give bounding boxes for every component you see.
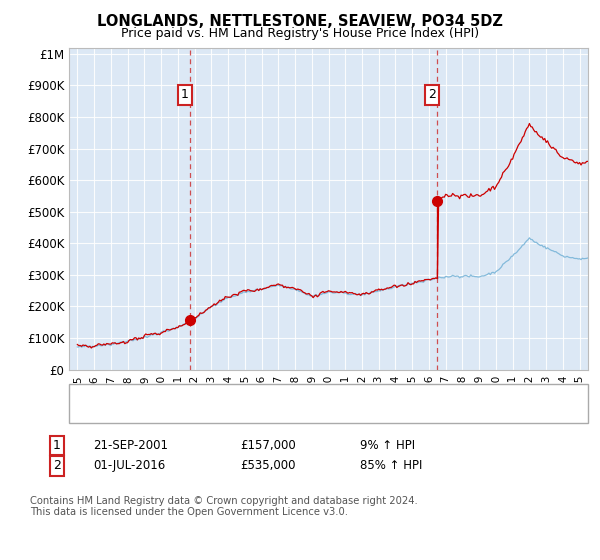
Text: ————: ———— — [81, 385, 131, 399]
Text: 1: 1 — [53, 438, 61, 452]
Text: LONGLANDS, NETTLESTONE, SEAVIEW, PO34 5DZ (detached house): LONGLANDS, NETTLESTONE, SEAVIEW, PO34 5D… — [114, 387, 493, 397]
Text: 2: 2 — [53, 459, 61, 473]
Text: Contains HM Land Registry data © Crown copyright and database right 2024.
This d: Contains HM Land Registry data © Crown c… — [30, 496, 418, 517]
Text: 2: 2 — [428, 88, 436, 101]
Text: ————: ———— — [81, 405, 131, 418]
Text: £535,000: £535,000 — [240, 459, 296, 473]
Text: HPI: Average price, detached house, Isle of Wight: HPI: Average price, detached house, Isle… — [114, 407, 389, 417]
Text: 01-JUL-2016: 01-JUL-2016 — [93, 459, 165, 473]
Text: 85% ↑ HPI: 85% ↑ HPI — [360, 459, 422, 473]
Text: Price paid vs. HM Land Registry's House Price Index (HPI): Price paid vs. HM Land Registry's House … — [121, 27, 479, 40]
Text: 21-SEP-2001: 21-SEP-2001 — [93, 438, 168, 452]
Text: 9% ↑ HPI: 9% ↑ HPI — [360, 438, 415, 452]
Text: 1: 1 — [181, 88, 189, 101]
Text: £157,000: £157,000 — [240, 438, 296, 452]
Text: LONGLANDS, NETTLESTONE, SEAVIEW, PO34 5DZ: LONGLANDS, NETTLESTONE, SEAVIEW, PO34 5D… — [97, 14, 503, 29]
